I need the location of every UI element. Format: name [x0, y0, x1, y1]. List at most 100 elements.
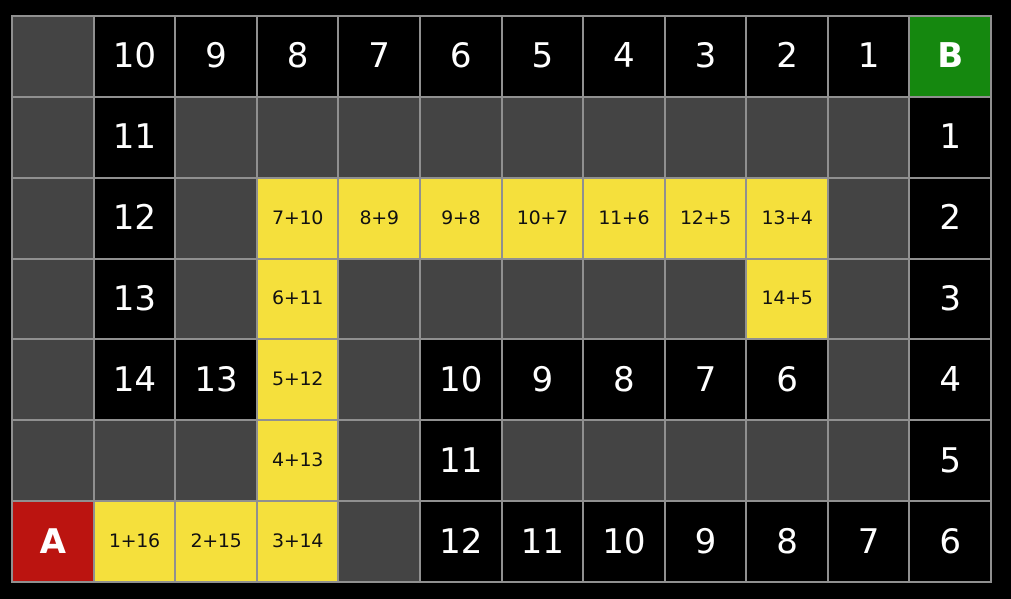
path-cell[interactable]: 9: [176, 17, 256, 96]
path-cell[interactable]: 11: [502, 502, 583, 581]
cell-label: 10: [439, 359, 483, 400]
path-cell[interactable]: 3: [910, 259, 990, 339]
marked-cell[interactable]: 3+14: [257, 502, 338, 581]
empty-cell[interactable]: [176, 178, 256, 258]
start-cell[interactable]: A: [13, 502, 93, 581]
path-cell[interactable]: 2: [747, 17, 827, 96]
path-cell[interactable]: 10: [420, 340, 501, 420]
cell-label: 13: [112, 278, 156, 319]
path-cell[interactable]: 12: [94, 178, 175, 258]
goal-cell[interactable]: B: [910, 17, 990, 96]
marked-cell[interactable]: 12+5: [665, 178, 746, 258]
path-cell[interactable]: 7: [339, 17, 419, 96]
marked-cell[interactable]: 13+4: [747, 178, 827, 258]
empty-cell[interactable]: [94, 421, 175, 501]
path-cell[interactable]: 5: [502, 17, 583, 96]
path-cell[interactable]: 11: [420, 421, 501, 501]
cell-label: 5: [531, 36, 554, 77]
empty-cell[interactable]: [584, 259, 664, 339]
path-cell[interactable]: 10: [584, 502, 664, 581]
empty-cell[interactable]: [257, 97, 338, 177]
path-cell[interactable]: 13: [94, 259, 175, 339]
marked-cell[interactable]: 5+12: [257, 340, 338, 420]
empty-cell[interactable]: [828, 97, 909, 177]
empty-cell[interactable]: [339, 97, 419, 177]
marked-cell[interactable]: 8+9: [339, 178, 419, 258]
cell-label: 7: [368, 36, 390, 77]
path-cell[interactable]: 4: [584, 17, 664, 96]
empty-cell[interactable]: [176, 97, 256, 177]
cell-label: 8+9: [359, 206, 400, 229]
empty-cell[interactable]: [828, 178, 909, 258]
cell-label: 3: [939, 278, 962, 319]
marked-cell[interactable]: 14+5: [747, 259, 827, 339]
empty-cell[interactable]: [665, 421, 746, 501]
path-cell[interactable]: 12: [420, 502, 501, 581]
marked-cell[interactable]: 2+15: [176, 502, 256, 581]
cell-label: 13: [194, 359, 238, 400]
path-cell[interactable]: 7: [828, 502, 909, 581]
path-cell[interactable]: 6: [910, 502, 990, 581]
path-cell[interactable]: 8: [747, 502, 827, 581]
empty-cell[interactable]: [584, 421, 664, 501]
path-cell[interactable]: 11: [94, 97, 175, 177]
empty-cell[interactable]: [13, 340, 93, 420]
path-cell[interactable]: 2: [910, 178, 990, 258]
empty-cell[interactable]: [828, 340, 909, 420]
cell-label: 9: [531, 359, 554, 400]
empty-cell[interactable]: [665, 97, 746, 177]
path-cell[interactable]: 1: [910, 97, 990, 177]
empty-cell[interactable]: [502, 97, 583, 177]
path-cell[interactable]: 9: [502, 340, 583, 420]
cell-label: 5+12: [272, 368, 324, 391]
empty-cell[interactable]: [420, 97, 501, 177]
empty-cell[interactable]: [13, 259, 93, 339]
path-cell[interactable]: 1: [828, 17, 909, 96]
marked-cell[interactable]: 6+11: [257, 259, 338, 339]
empty-cell[interactable]: [176, 259, 256, 339]
cell-label: 12+5: [679, 206, 731, 229]
path-cell[interactable]: 4: [910, 340, 990, 420]
path-cell[interactable]: 3: [665, 17, 746, 96]
path-cell[interactable]: 14: [94, 340, 175, 420]
cell-label: 7: [694, 359, 717, 400]
empty-cell[interactable]: [665, 259, 746, 339]
path-cell[interactable]: 8: [257, 17, 338, 96]
marked-cell[interactable]: 11+6: [584, 178, 664, 258]
empty-cell[interactable]: [502, 421, 583, 501]
path-cell[interactable]: 6: [747, 340, 827, 420]
empty-cell[interactable]: [339, 421, 419, 501]
marked-cell[interactable]: 9+8: [420, 178, 501, 258]
empty-cell[interactable]: [747, 421, 827, 501]
path-cell[interactable]: 10: [94, 17, 175, 96]
empty-cell[interactable]: [502, 259, 583, 339]
cell-label: 8: [776, 521, 798, 562]
cell-label: 11+6: [598, 206, 650, 229]
empty-cell[interactable]: [828, 421, 909, 501]
path-cell[interactable]: 5: [910, 421, 990, 501]
empty-cell[interactable]: [584, 97, 664, 177]
empty-cell[interactable]: [13, 17, 93, 96]
empty-cell[interactable]: [420, 259, 501, 339]
empty-cell[interactable]: [828, 259, 909, 339]
empty-cell[interactable]: [339, 340, 419, 420]
marked-cell[interactable]: 4+13: [257, 421, 338, 501]
empty-cell[interactable]: [339, 259, 419, 339]
cell-label: 4: [613, 36, 635, 77]
path-cell[interactable]: 8: [584, 340, 664, 420]
empty-cell[interactable]: [13, 178, 93, 258]
empty-cell[interactable]: [176, 421, 256, 501]
empty-cell[interactable]: [339, 502, 419, 581]
empty-cell[interactable]: [13, 97, 93, 177]
path-cell[interactable]: 7: [665, 340, 746, 420]
marked-cell[interactable]: 7+10: [257, 178, 338, 258]
path-cell[interactable]: 6: [420, 17, 501, 96]
cell-label: 12: [112, 198, 156, 239]
marked-cell[interactable]: 10+7: [502, 178, 583, 258]
path-cell[interactable]: 9: [665, 502, 746, 581]
path-cell[interactable]: 13: [176, 340, 256, 420]
cell-label: 7+10: [272, 206, 324, 229]
empty-cell[interactable]: [747, 97, 827, 177]
empty-cell[interactable]: [13, 421, 93, 501]
marked-cell[interactable]: 1+16: [94, 502, 175, 581]
